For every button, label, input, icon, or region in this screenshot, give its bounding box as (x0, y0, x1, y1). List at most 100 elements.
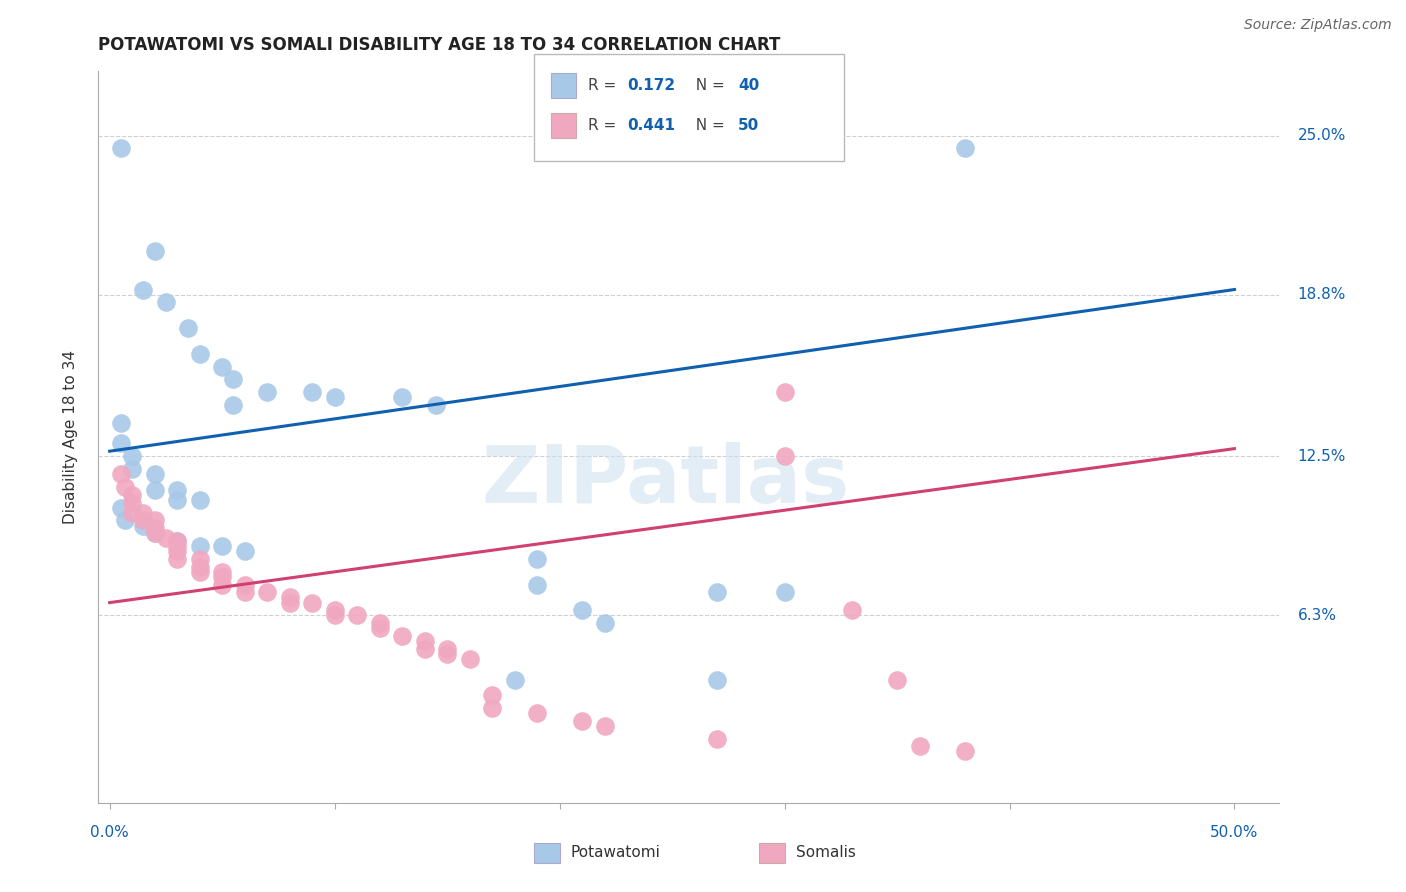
Text: Source: ZipAtlas.com: Source: ZipAtlas.com (1244, 18, 1392, 32)
Point (121, 506, 143, 520)
Point (166, 552, 188, 566)
Point (256, 385, 278, 400)
Point (188, 565, 211, 579)
Point (391, 390, 413, 404)
Point (188, 559, 211, 574)
Point (773, 585, 796, 599)
Text: 50: 50 (738, 119, 759, 133)
Point (233, 585, 256, 599)
Point (458, 652, 481, 666)
Point (155, 532, 177, 546)
Text: R =: R = (588, 78, 621, 93)
Point (413, 641, 436, 656)
Point (323, 608, 346, 623)
Point (526, 552, 548, 566)
Text: 40: 40 (738, 78, 759, 93)
Text: N =: N = (686, 78, 730, 93)
Point (773, 450, 796, 464)
Text: N =: N = (686, 119, 730, 133)
Point (368, 616, 391, 631)
Point (143, 521, 166, 535)
Point (886, 673, 908, 687)
Text: ZIPatlas: ZIPatlas (481, 442, 849, 520)
Point (188, 552, 211, 566)
Point (132, 283, 155, 297)
Point (166, 534, 188, 549)
Point (841, 603, 863, 617)
Point (132, 506, 155, 520)
Point (188, 539, 211, 553)
Point (211, 577, 233, 591)
Point (233, 544, 256, 558)
Point (143, 514, 166, 528)
Point (706, 585, 728, 599)
Point (368, 621, 391, 635)
Point (166, 483, 188, 497)
Point (211, 539, 233, 553)
Point (143, 526, 166, 541)
Point (773, 385, 796, 400)
Point (222, 398, 245, 412)
Point (114, 514, 136, 528)
Point (706, 673, 728, 687)
Point (155, 295, 177, 310)
Point (132, 518, 155, 533)
Point (413, 634, 436, 648)
Point (953, 744, 976, 758)
Point (166, 539, 188, 553)
Text: 0.441: 0.441 (627, 119, 675, 133)
Point (143, 526, 166, 541)
Point (593, 719, 616, 733)
Point (481, 701, 503, 715)
Point (593, 616, 616, 631)
Point (256, 585, 278, 599)
Point (121, 462, 143, 476)
Point (121, 450, 143, 464)
Text: Potawatomi: Potawatomi (571, 846, 661, 860)
Point (166, 544, 188, 558)
Point (481, 688, 503, 702)
Text: 0.172: 0.172 (627, 78, 675, 93)
Point (571, 603, 593, 617)
Point (301, 385, 323, 400)
Text: 25.0%: 25.0% (1298, 128, 1346, 143)
Point (278, 591, 301, 605)
Point (301, 596, 323, 610)
Point (177, 321, 200, 335)
Point (110, 467, 132, 482)
Point (121, 488, 143, 502)
Point (503, 673, 526, 687)
Point (188, 346, 211, 360)
Point (436, 641, 458, 656)
Point (908, 739, 931, 754)
Point (121, 495, 143, 509)
Point (211, 359, 233, 374)
Point (323, 390, 346, 404)
Point (391, 629, 413, 643)
Text: 0.0%: 0.0% (90, 825, 129, 840)
Text: R =: R = (588, 119, 621, 133)
Text: 50.0%: 50.0% (1211, 825, 1258, 840)
Point (143, 467, 166, 482)
Point (143, 483, 166, 497)
Point (211, 565, 233, 579)
Point (166, 534, 188, 549)
Point (706, 731, 728, 746)
Point (110, 416, 132, 430)
Point (110, 141, 132, 155)
Text: POTAWATOMI VS SOMALI DISABILITY AGE 18 TO 34 CORRELATION CHART: POTAWATOMI VS SOMALI DISABILITY AGE 18 T… (98, 36, 780, 54)
Point (233, 577, 256, 591)
Text: 18.8%: 18.8% (1298, 287, 1346, 302)
Point (436, 647, 458, 661)
Point (526, 577, 548, 591)
Point (143, 244, 166, 258)
Point (110, 500, 132, 515)
Point (278, 596, 301, 610)
Point (953, 141, 976, 155)
Text: Somalis: Somalis (796, 846, 856, 860)
Point (222, 372, 245, 386)
Point (425, 398, 447, 412)
Y-axis label: Disability Age 18 to 34: Disability Age 18 to 34 (63, 350, 77, 524)
Point (114, 480, 136, 494)
Point (188, 492, 211, 507)
